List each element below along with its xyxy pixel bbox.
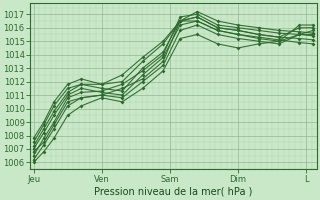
X-axis label: Pression niveau de la mer( hPa ): Pression niveau de la mer( hPa ) <box>94 187 252 197</box>
